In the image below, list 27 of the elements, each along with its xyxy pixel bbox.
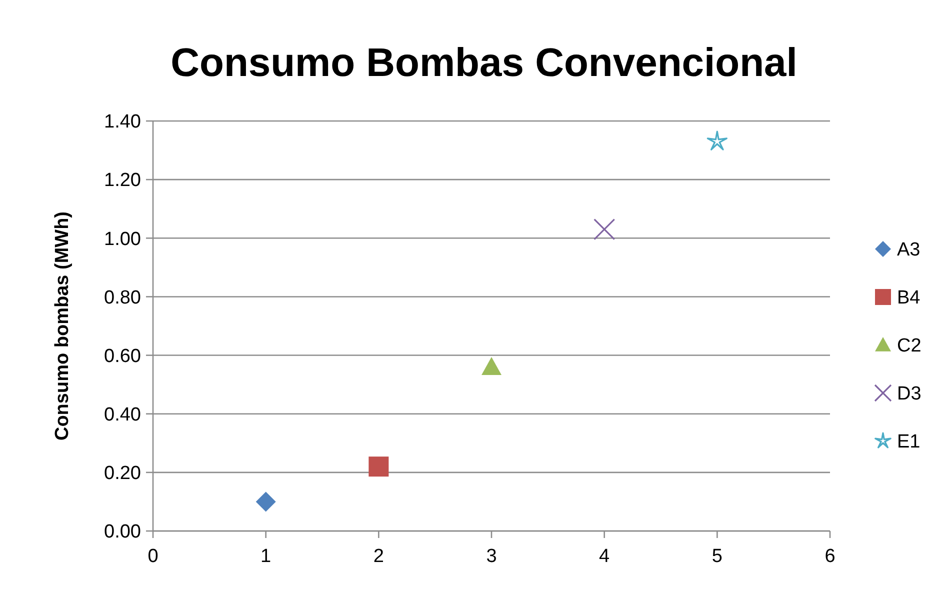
x-tick-label: 4 — [599, 546, 610, 567]
y-axis-title: Consumo bombas (MWh) — [52, 211, 73, 441]
chart-title: Consumo Bombas Convencional — [170, 41, 798, 85]
y-tick-label: 0.60 — [104, 346, 141, 367]
x-tick-label: 6 — [824, 546, 836, 567]
x-tick-label: 1 — [260, 546, 272, 567]
x-tick-label: 3 — [486, 546, 497, 567]
x-tick-label: 5 — [712, 546, 722, 567]
legend-label: A3 — [897, 240, 920, 261]
legend-label: D3 — [897, 384, 922, 405]
point — [368, 456, 389, 477]
point — [594, 218, 616, 240]
y-tick-label: 0.40 — [104, 404, 141, 426]
x-tick-label: 0 — [148, 546, 158, 567]
y-tick-label: 0.00 — [104, 522, 141, 543]
x-tick-label: 2 — [373, 546, 384, 567]
legend-label: C2 — [897, 336, 922, 357]
y-tick-label: 1.20 — [104, 170, 141, 192]
legend-label: B4 — [897, 288, 921, 309]
point — [256, 492, 276, 512]
point — [706, 130, 728, 150]
y-tick-label: 0.80 — [104, 287, 141, 308]
y-tick-label: 1.40 — [104, 112, 141, 133]
y-tick-label: 0.20 — [104, 463, 141, 484]
point — [482, 357, 502, 375]
legend-label: E1 — [897, 432, 920, 453]
y-tick-label: 1.00 — [104, 228, 141, 250]
